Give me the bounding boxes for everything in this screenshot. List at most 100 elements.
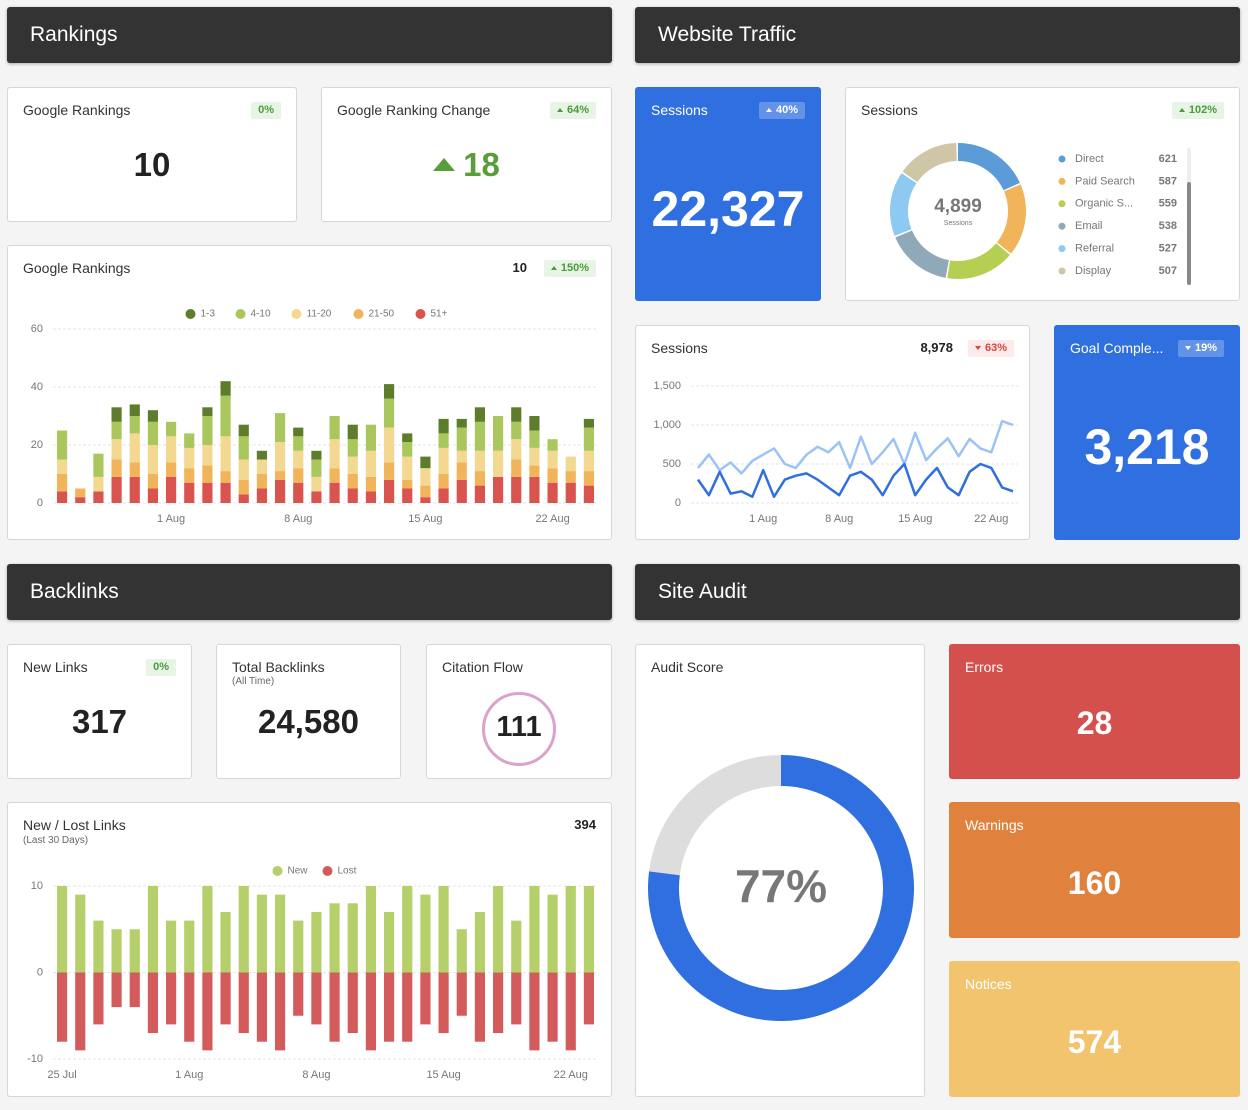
stacked-bar-chart: 0 20 40 60 1 Aug 8 Aug 15 Aug 22 Aug 1-3 4-10 11-2… xyxy=(31,309,598,525)
badge: 150% xyxy=(543,260,596,277)
bar-segment xyxy=(347,972,358,1034)
bar-segment xyxy=(511,920,522,973)
bar-segment xyxy=(438,972,449,1034)
card-label: Google Rankings xyxy=(23,102,131,118)
bar-segment xyxy=(347,439,358,457)
trend-icon xyxy=(1184,346,1191,350)
bar-segment xyxy=(420,456,431,469)
legend-value: 507 xyxy=(1159,265,1177,277)
bar-segment xyxy=(402,456,413,480)
line-chart: 0 500 1,000 1,500 1 Aug 8 Aug 15 Aug 22 Aug xyxy=(653,380,1018,525)
bar-segment xyxy=(256,894,268,973)
bar-segment xyxy=(238,424,249,437)
donut-segment xyxy=(902,143,957,183)
kpi-card: Warnings 160 xyxy=(949,802,1240,938)
x-tick-label: 15 Aug xyxy=(426,1069,460,1081)
bar-segment xyxy=(56,886,68,973)
bar-segment xyxy=(147,886,159,973)
bar-segment xyxy=(583,972,595,1025)
x-tick-label: 1 Aug xyxy=(157,513,185,525)
bar-segment xyxy=(184,447,195,469)
bar-segment xyxy=(184,468,195,483)
bar-segment xyxy=(184,920,195,973)
card-label: New / Lost Links xyxy=(23,817,126,833)
up-icon xyxy=(433,158,456,171)
bar-segment xyxy=(583,886,595,973)
bar-segment xyxy=(474,485,486,503)
legend-label: Display xyxy=(1075,265,1112,277)
bar-segment xyxy=(420,468,431,486)
bar-segment xyxy=(474,450,486,472)
bar-segment xyxy=(511,459,522,477)
bar-segment xyxy=(293,482,304,503)
bar-segment xyxy=(129,476,140,503)
bar-segment xyxy=(383,384,395,399)
badge: 19% xyxy=(1177,340,1224,357)
kpi-card: Google Ranking Change 64% 18 xyxy=(321,87,612,222)
bar-segment xyxy=(129,929,140,973)
card-label: Errors xyxy=(965,659,1004,675)
bar-segment xyxy=(165,972,177,1025)
x-tick-label: 25 Jul xyxy=(47,1069,76,1081)
bar-segment xyxy=(256,474,268,489)
bar-segment xyxy=(329,482,340,503)
legend-label: Paid Search xyxy=(1075,175,1135,187)
bar-segment xyxy=(147,488,159,503)
badge: 0% xyxy=(251,102,281,119)
bar-segment xyxy=(147,972,159,1034)
bar-segment xyxy=(474,471,486,486)
bar-segment xyxy=(329,972,340,1042)
bar-segment xyxy=(311,450,322,460)
bar-segment xyxy=(165,462,177,477)
x-tick-label: 8 Aug xyxy=(284,513,312,525)
kpi-value: 317 xyxy=(71,703,128,740)
legend-label: Organic S... xyxy=(1075,198,1133,210)
bar-segment xyxy=(547,468,558,483)
bar-segment xyxy=(129,433,140,463)
bar-segment xyxy=(420,485,431,498)
bar-segment xyxy=(75,497,86,503)
y-tick-label: 20 xyxy=(31,439,43,451)
bar-segment xyxy=(420,894,431,973)
line-series xyxy=(697,419,1014,475)
legend-value: 621 xyxy=(1159,153,1177,165)
bar-segment xyxy=(529,416,540,431)
legend-label: Direct xyxy=(1075,153,1104,165)
card-label: Notices xyxy=(965,976,1012,992)
y-tick-label: 0 xyxy=(37,966,43,978)
bar-segment xyxy=(256,459,268,474)
y-tick-label: 40 xyxy=(31,381,43,393)
x-tick-label: 22 Aug xyxy=(535,513,569,525)
bar-segment xyxy=(492,476,504,503)
bar-segment xyxy=(383,398,395,428)
bar-segment xyxy=(165,421,177,437)
kpi-card: New Links 0% 317 xyxy=(7,644,192,779)
bar-segment xyxy=(365,424,377,451)
chart-card: -10 0 10 25 Jul 1 Aug 8 Aug 15 Aug 22 Aug New Los… xyxy=(7,802,612,1097)
score-ring xyxy=(482,692,556,766)
legend-label: 21-50 xyxy=(369,309,395,320)
legend-swatch xyxy=(415,309,426,319)
bar-segment xyxy=(492,886,504,973)
total: 8,978 xyxy=(920,340,953,355)
bar-segment xyxy=(75,894,86,973)
bar-segment xyxy=(565,456,576,472)
bar-segment xyxy=(56,474,68,492)
bar-segment xyxy=(56,430,68,460)
bar-segment xyxy=(456,450,467,463)
bar-segment xyxy=(402,442,413,457)
legend-swatch xyxy=(185,309,196,319)
trend-icon xyxy=(556,108,563,112)
bar-segment xyxy=(165,476,177,503)
x-tick-label: 1 Aug xyxy=(749,513,777,525)
bar-segment xyxy=(347,456,358,474)
bar-segment xyxy=(256,972,268,1042)
bar-segment xyxy=(565,886,576,973)
card-label: Citation Flow xyxy=(442,659,523,675)
legend-value: 559 xyxy=(1159,198,1177,210)
bar-segment xyxy=(474,407,486,422)
legend-label: 11-20 xyxy=(307,309,332,320)
bar-segment xyxy=(347,474,358,489)
legend-swatch xyxy=(1058,245,1066,253)
